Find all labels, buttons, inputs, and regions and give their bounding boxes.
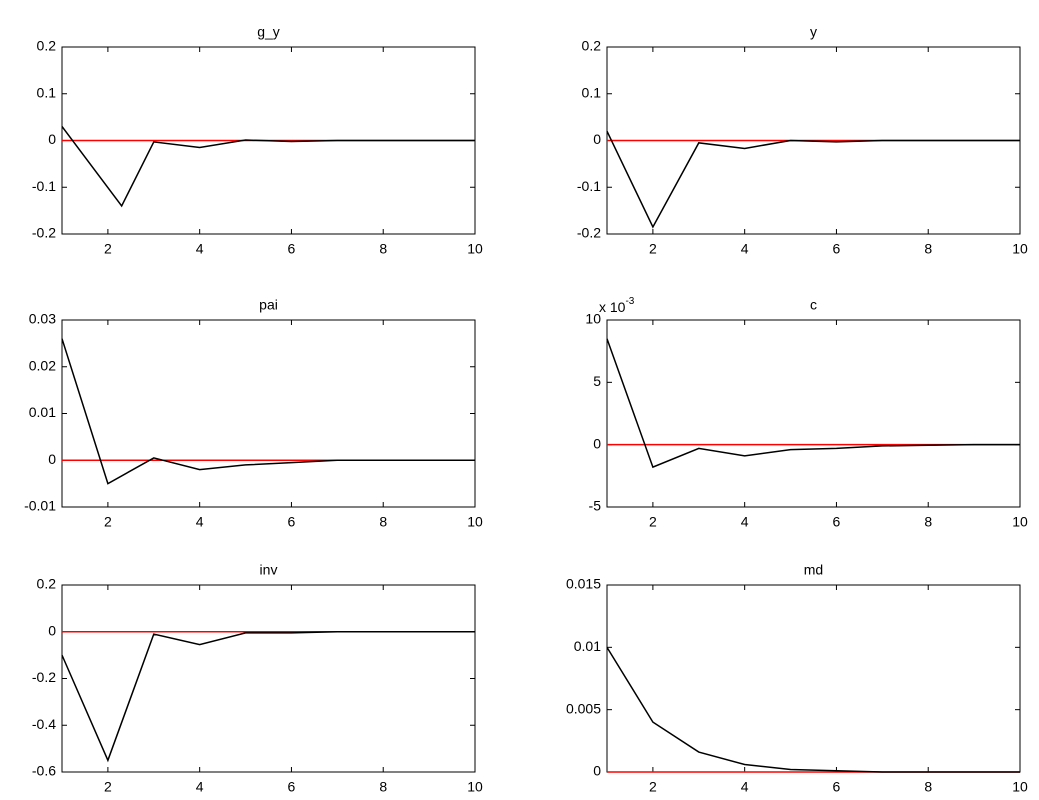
x-tick-label: 10 bbox=[1012, 241, 1028, 257]
x-tick-label: 6 bbox=[833, 779, 841, 795]
y-tick-label: 0.2 bbox=[37, 576, 57, 592]
plot-area bbox=[61, 584, 476, 773]
x-tick-label: 10 bbox=[1012, 514, 1028, 530]
x-tick-label: 10 bbox=[467, 779, 483, 795]
multiplier-base: x 10 bbox=[599, 299, 626, 315]
x-tick-label: 6 bbox=[833, 241, 841, 257]
y-tick-label: -0.1 bbox=[32, 178, 56, 194]
x-tick-label: 2 bbox=[104, 514, 112, 530]
y-tick-label: -0.2 bbox=[32, 669, 56, 685]
response-line bbox=[606, 338, 1020, 469]
x-tick-label: 2 bbox=[649, 514, 657, 530]
multiplier-exponent: -3 bbox=[625, 296, 634, 307]
y-tick-label: 0 bbox=[593, 763, 601, 779]
y-tick-label: 0.01 bbox=[29, 404, 56, 420]
y-tick-label: 0.1 bbox=[582, 84, 602, 100]
subplot-title: pai bbox=[259, 297, 278, 313]
x-tick-label: 4 bbox=[196, 241, 204, 257]
x-tick-label: 6 bbox=[833, 514, 841, 530]
y-tick-label: 0 bbox=[48, 622, 56, 638]
x-tick-label: 10 bbox=[467, 514, 483, 530]
x-tick-label: 2 bbox=[104, 779, 112, 795]
y-tick-label: 0.02 bbox=[29, 357, 56, 373]
plot-area bbox=[606, 319, 1021, 508]
y-tick-label: -5 bbox=[589, 498, 602, 514]
y-tick-label: 0.01 bbox=[574, 638, 601, 654]
y-tick-label: 0.2 bbox=[37, 38, 57, 54]
x-tick-label: 6 bbox=[288, 514, 296, 530]
x-tick-label: 8 bbox=[924, 779, 932, 795]
x-tick-label: 10 bbox=[1012, 779, 1028, 795]
x-tick-label: 4 bbox=[741, 514, 749, 530]
y-tick-label: 0 bbox=[593, 131, 601, 147]
plot-area bbox=[61, 319, 476, 508]
y-tick-label: 0 bbox=[48, 451, 56, 467]
axis-multiplier: x 10-3 bbox=[599, 296, 635, 315]
y-tick-label: 0.2 bbox=[582, 38, 602, 54]
y-tick-label: -0.2 bbox=[577, 225, 601, 241]
x-tick-label: 10 bbox=[467, 241, 483, 257]
y-tick-label: 0 bbox=[593, 435, 601, 451]
y-tick-label: -0.2 bbox=[32, 225, 56, 241]
subplot-title: y bbox=[810, 24, 817, 40]
x-tick-label: 8 bbox=[379, 241, 387, 257]
x-tick-label: 8 bbox=[379, 779, 387, 795]
x-tick-label: 2 bbox=[104, 241, 112, 257]
x-tick-label: 6 bbox=[288, 241, 296, 257]
x-tick-label: 2 bbox=[649, 241, 657, 257]
subplot-title: g_y bbox=[257, 24, 280, 40]
y-tick-label: 5 bbox=[593, 373, 601, 389]
y-tick-label: 0.005 bbox=[566, 700, 601, 716]
y-tick-label: 0.1 bbox=[37, 84, 57, 100]
x-tick-label: 4 bbox=[741, 241, 749, 257]
x-tick-label: 2 bbox=[649, 779, 657, 795]
response-line bbox=[606, 130, 1020, 229]
response-line bbox=[606, 646, 1020, 773]
y-tick-label: -0.01 bbox=[24, 498, 56, 514]
y-tick-label: 10 bbox=[585, 311, 601, 327]
x-tick-label: 8 bbox=[379, 514, 387, 530]
response-line bbox=[61, 338, 475, 485]
subplot-title: md bbox=[804, 562, 823, 578]
response-line bbox=[61, 631, 475, 763]
y-tick-label: -0.1 bbox=[577, 178, 601, 194]
x-tick-label: 6 bbox=[288, 779, 296, 795]
response-line bbox=[61, 126, 475, 208]
subplot-title: c bbox=[810, 297, 817, 313]
y-tick-label: 0 bbox=[48, 131, 56, 147]
x-tick-label: 4 bbox=[741, 779, 749, 795]
x-tick-label: 8 bbox=[924, 241, 932, 257]
subplot-title: inv bbox=[260, 562, 278, 578]
x-tick-label: 8 bbox=[924, 514, 932, 530]
y-tick-label: -0.4 bbox=[32, 716, 56, 732]
x-tick-label: 4 bbox=[196, 779, 204, 795]
x-tick-label: 4 bbox=[196, 514, 204, 530]
y-tick-label: 0.015 bbox=[566, 576, 601, 592]
y-tick-label: -0.6 bbox=[32, 763, 56, 779]
y-tick-label: 0.03 bbox=[29, 311, 56, 327]
plot-area bbox=[606, 584, 1021, 773]
